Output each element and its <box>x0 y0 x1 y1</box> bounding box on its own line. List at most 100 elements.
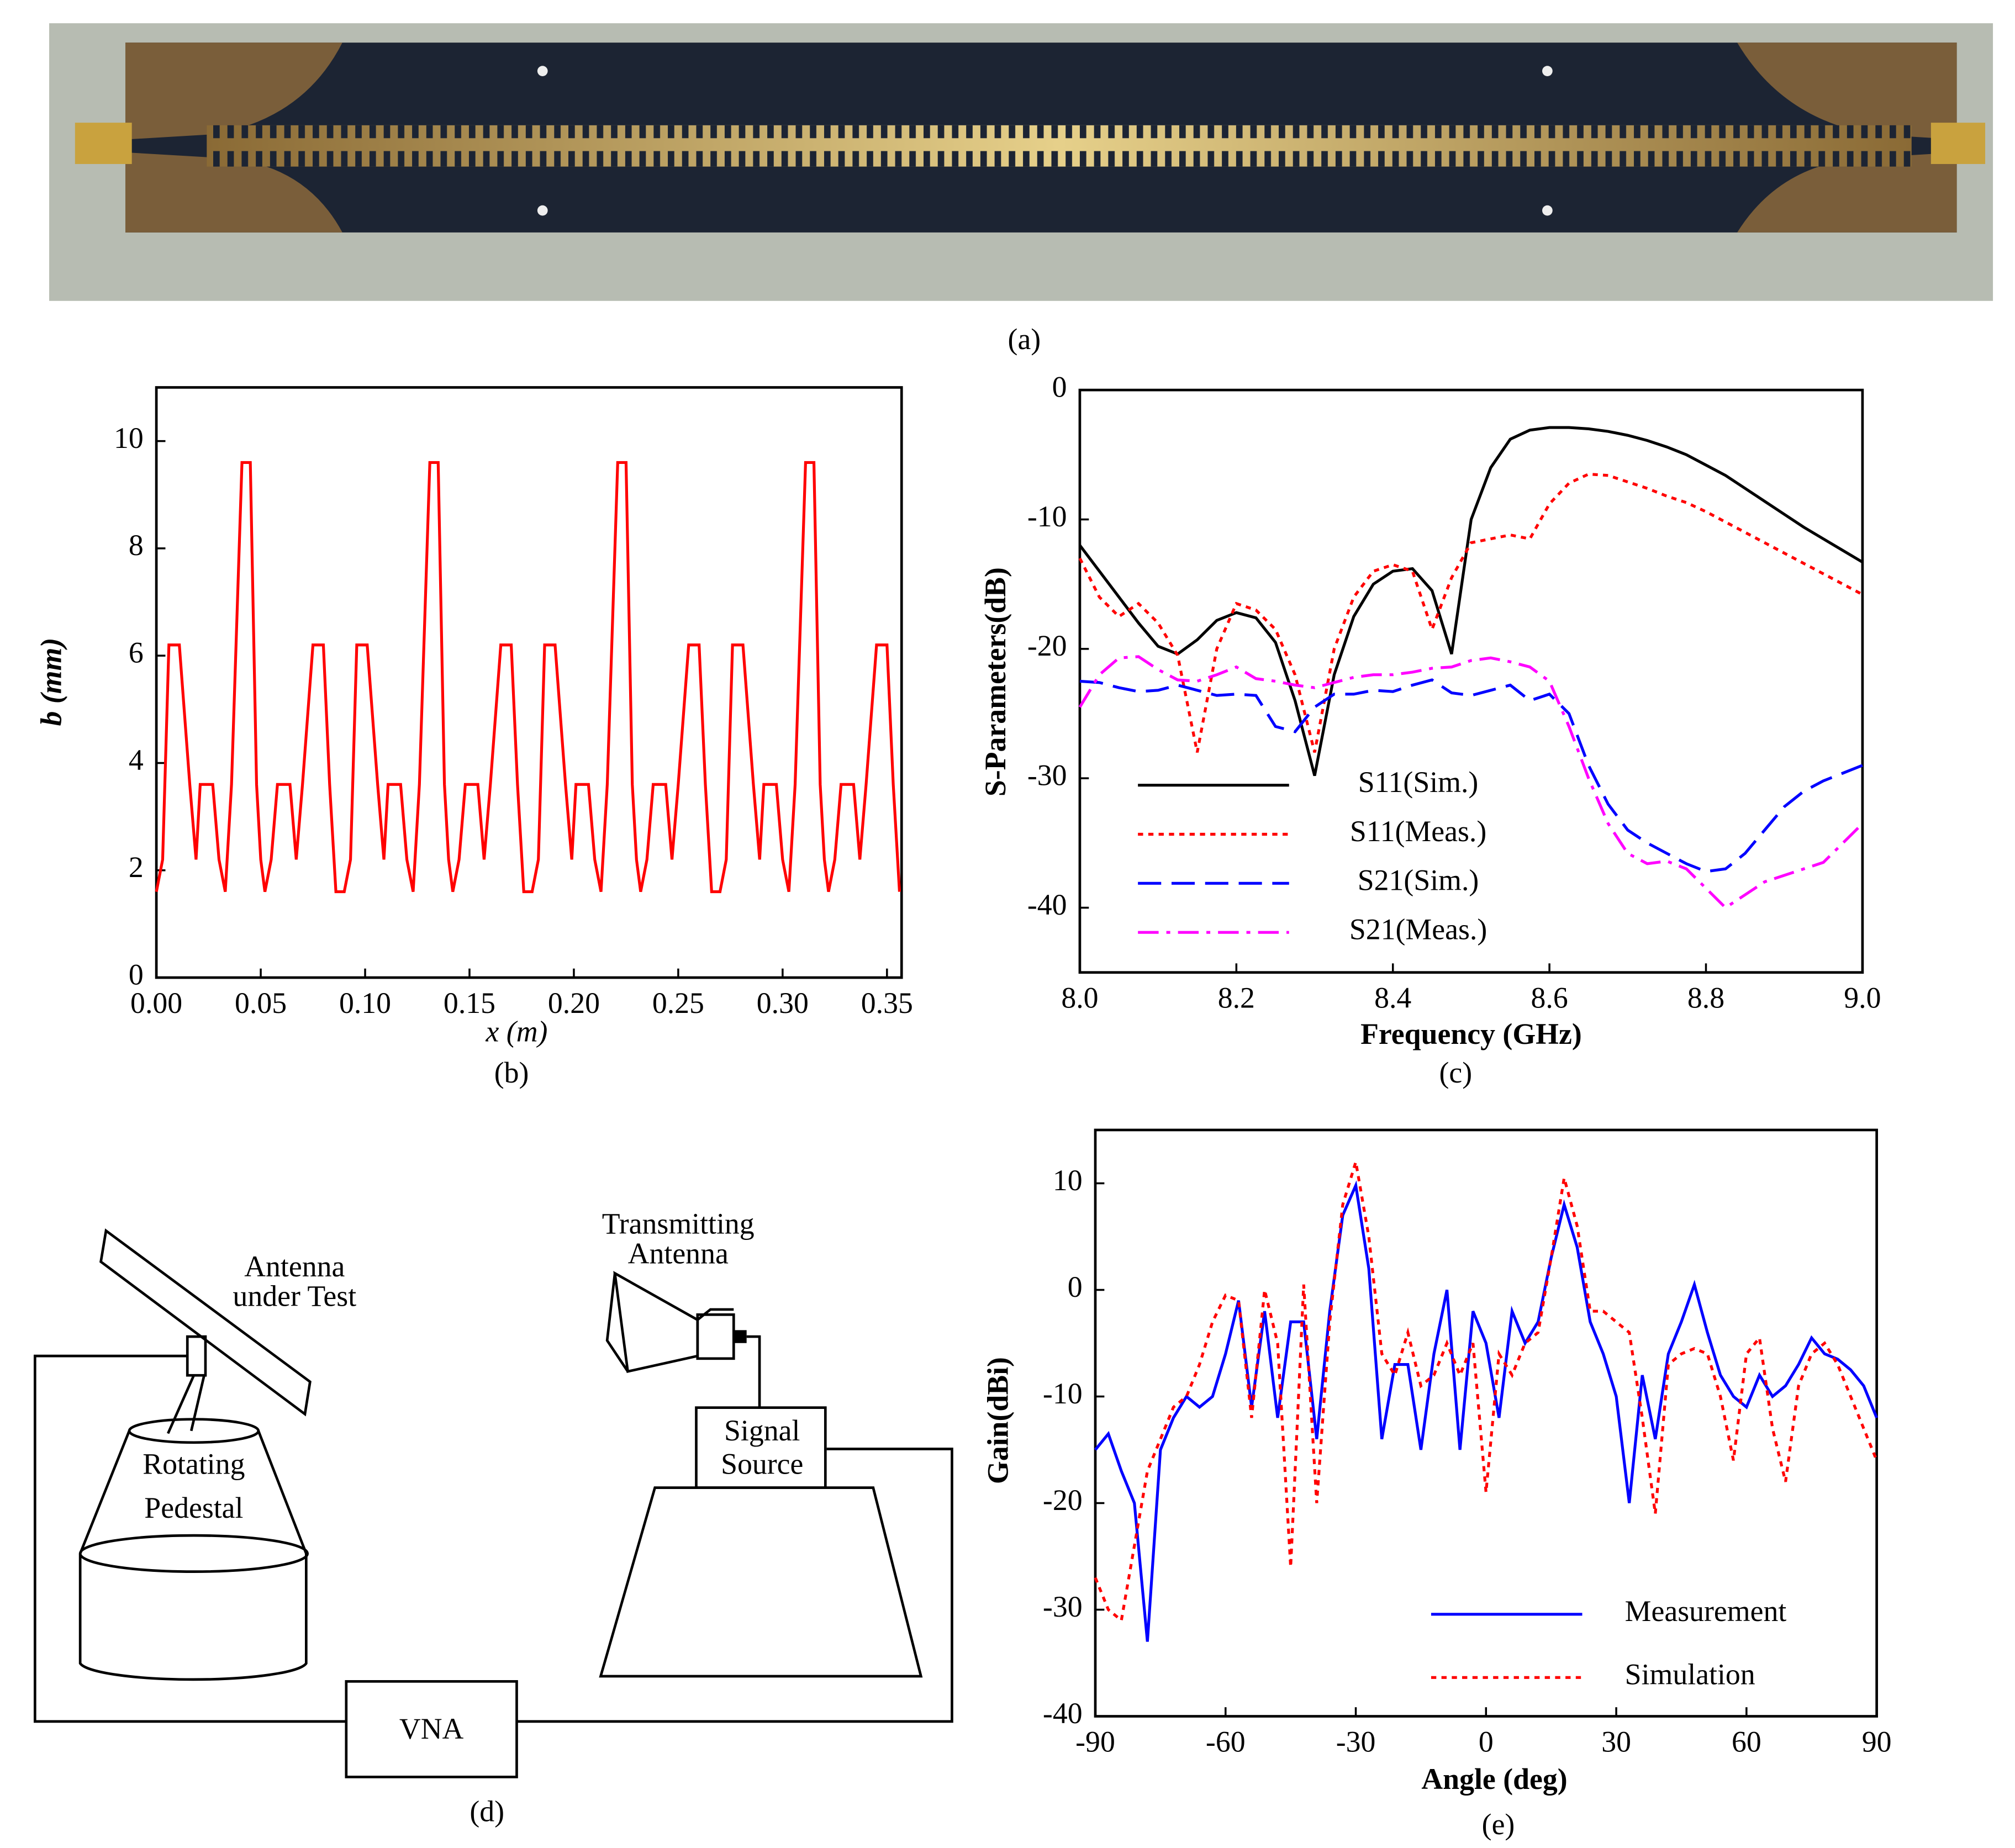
y-tick-label: -10 <box>1027 500 1067 533</box>
x-axis-label: Angle (deg) <box>1421 1762 1567 1796</box>
x-axis-label: x (m) <box>485 1015 547 1048</box>
x-tick-label: 0.00 <box>130 986 182 1020</box>
label: Antenna <box>244 1250 345 1283</box>
x-tick-label: -60 <box>1206 1725 1246 1758</box>
y-tick-label: 8 <box>129 529 144 562</box>
label: Pedestal <box>144 1491 243 1524</box>
x-tick-label: 0.25 <box>652 986 704 1020</box>
copper-taper <box>125 43 342 140</box>
data-line <box>1078 472 1864 753</box>
x-tick-label: 90 <box>1862 1725 1892 1758</box>
x-tick-label: 0 <box>1479 1725 1494 1758</box>
hole <box>537 66 548 76</box>
label: Signal <box>724 1414 800 1447</box>
x-tick-label: 9.0 <box>1844 981 1881 1014</box>
x-tick-label: 0.35 <box>861 986 913 1020</box>
y-tick-label: 2 <box>129 851 144 884</box>
x-tick-label: 8.8 <box>1687 981 1724 1014</box>
legend-label: Simulation <box>1625 1658 1755 1691</box>
legend-label: S11(Meas.) <box>1350 815 1486 848</box>
hole <box>1542 66 1553 76</box>
x-tick-label: 0.15 <box>444 986 495 1020</box>
y-axis-label: S-Parameters(dB) <box>979 567 1012 796</box>
data-line <box>1078 655 1864 910</box>
cable <box>746 1335 761 1408</box>
label: under Test <box>233 1280 356 1313</box>
hole <box>1542 205 1553 216</box>
plot-frame <box>1094 1128 1878 1718</box>
legend-label: Measurement <box>1625 1594 1787 1628</box>
y-tick-label: 0 <box>1052 370 1067 403</box>
y-axis-label: b (mm) <box>35 638 68 726</box>
y-tick-label: -20 <box>1027 629 1067 662</box>
caption: (e) <box>1482 1808 1515 1841</box>
legend-label: S21(Sim.) <box>1358 864 1479 897</box>
mount <box>186 1335 207 1377</box>
x-tick-label: 8.2 <box>1218 981 1255 1014</box>
horn-edges <box>605 1273 734 1372</box>
data-line <box>155 461 901 894</box>
legend-label: S11(Sim.) <box>1358 765 1479 799</box>
x-tick-label: 0.05 <box>235 986 287 1020</box>
x-tick-label: -90 <box>1075 1725 1115 1758</box>
cable <box>33 1354 346 1723</box>
horn <box>613 1271 699 1374</box>
pedestal-side <box>78 1430 308 1554</box>
y-tick-label: 0 <box>1068 1270 1083 1303</box>
x-tick-label: -30 <box>1336 1725 1376 1758</box>
x-tick-label: 30 <box>1601 1725 1631 1758</box>
vna-box <box>345 1680 518 1778</box>
y-tick-label: -10 <box>1043 1377 1083 1410</box>
connector <box>75 123 132 164</box>
cylinder-top <box>78 1534 309 1573</box>
x-tick-label: 0.30 <box>757 986 809 1020</box>
copper-taper <box>125 152 342 233</box>
y-tick-label: -40 <box>1043 1697 1083 1730</box>
label: Rotating <box>143 1448 245 1481</box>
horn-connector <box>734 1330 747 1343</box>
data-line <box>1094 1161 1879 1623</box>
x-tick-label: 8.0 <box>1061 981 1098 1014</box>
y-axis-label: Gain(dBi) <box>982 1357 1015 1484</box>
copper-taper <box>1737 152 1957 233</box>
x-tick-label: 8.4 <box>1374 981 1411 1014</box>
y-tick-label: -40 <box>1027 888 1067 921</box>
caption: (a) <box>1008 323 1041 356</box>
y-tick-label: 0 <box>129 958 144 991</box>
data-line <box>1078 426 1864 777</box>
label: Antenna <box>628 1237 729 1270</box>
legend-label: S21(Meas.) <box>1349 913 1487 946</box>
copper-taper <box>1737 43 1957 140</box>
hole <box>537 205 548 216</box>
photo <box>49 23 1993 301</box>
connector <box>1930 123 1986 164</box>
x-axis-label: Frequency (GHz) <box>1360 1017 1582 1050</box>
measurement-diagram: Antenna under Test Transmitting Antenna … <box>33 1207 953 1778</box>
cylinder <box>78 1553 308 1681</box>
x-tick-label: 8.6 <box>1531 981 1568 1014</box>
y-tick-label: -20 <box>1043 1483 1083 1517</box>
data-line <box>1094 1180 1879 1642</box>
stand <box>599 1486 923 1678</box>
y-tick-label: 4 <box>129 743 144 777</box>
label: Transmitting <box>602 1207 755 1240</box>
caption: (d) <box>470 1795 504 1828</box>
y-tick-label: -30 <box>1027 759 1067 792</box>
antenna-under-test <box>99 1228 312 1417</box>
cable <box>516 1448 953 1723</box>
y-tick-label: 6 <box>129 636 144 669</box>
x-tick-label: 0.10 <box>339 986 391 1020</box>
horn-feed <box>696 1313 735 1360</box>
y-tick-label: -30 <box>1043 1590 1083 1623</box>
caption: (b) <box>494 1056 529 1089</box>
plot-frame <box>155 386 903 979</box>
y-tick-label: 10 <box>114 421 144 455</box>
corrugation <box>207 125 1912 167</box>
label: VNA <box>399 1712 464 1745</box>
x-tick-label: 60 <box>1732 1725 1761 1758</box>
mount-legs <box>167 1375 205 1434</box>
label: Source <box>721 1448 803 1481</box>
y-tick-label: 10 <box>1053 1164 1083 1197</box>
